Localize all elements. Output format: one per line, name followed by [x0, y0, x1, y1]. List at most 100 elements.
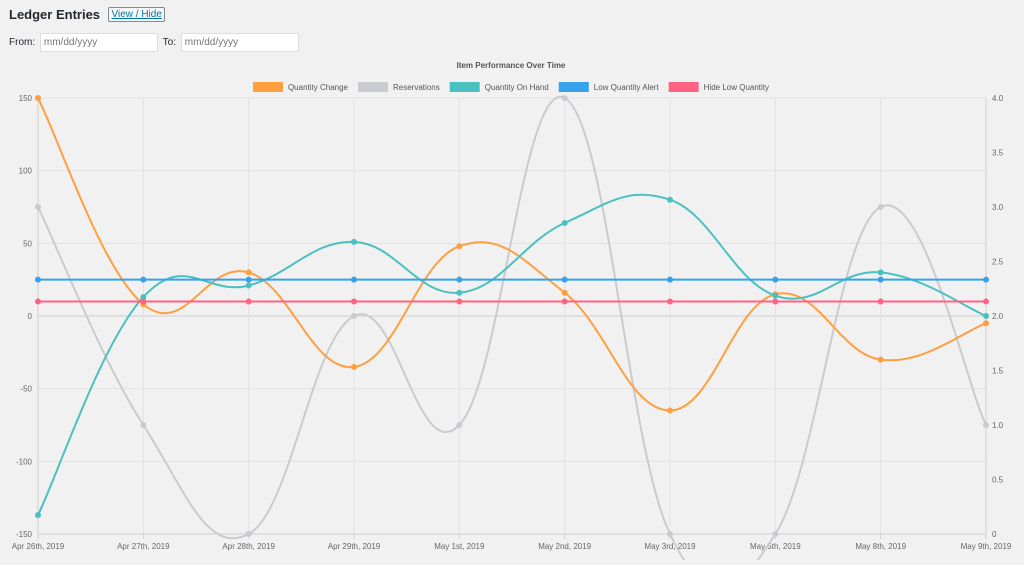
y-right-tick-label: 1.5 — [992, 367, 1004, 376]
y-right-tick-label: 1.0 — [992, 421, 1004, 430]
x-tick-label: May 9th, 2019 — [961, 542, 1012, 551]
page-title: Ledger Entries — [9, 7, 101, 23]
legend-swatch — [252, 82, 283, 92]
chart-axes: 150 100 50 0 -50 -100 -150 4.0 3.5 3.0 2.5 2.0 1.5 1.… — [12, 94, 1012, 551]
to-label: To: — [162, 37, 177, 48]
data-point-low-quantity-alert — [456, 276, 463, 283]
data-point-quantity-on-hand — [561, 219, 568, 226]
data-point-reservations — [140, 422, 147, 428]
from-date-input[interactable] — [39, 33, 158, 52]
data-point-reservations — [877, 204, 884, 210]
data-point-hide-low-quantity — [245, 298, 252, 305]
series-line-quantity-on-hand — [37, 193, 987, 516]
data-point-quantity-on-hand — [983, 313, 989, 319]
data-point-low-quantity-alert — [351, 276, 357, 283]
y-left-tick-label: 150 — [19, 94, 33, 103]
y-right-tick-label: 4.0 — [992, 94, 1004, 103]
y-left-tick-label: 0 — [28, 312, 33, 321]
x-tick-label: May 5th, 2019 — [750, 542, 801, 551]
data-point-quantity-change — [351, 363, 357, 370]
y-left-tick-label: -100 — [16, 457, 33, 466]
y-left-tick-label: -150 — [16, 530, 33, 539]
data-point-reservations — [35, 204, 41, 210]
data-point-quantity-on-hand — [456, 289, 463, 296]
data-point-quantity-change — [561, 289, 568, 296]
data-point-quantity-on-hand — [35, 512, 41, 519]
legend-label: Quantity On Hand — [485, 83, 549, 92]
item-performance-chart: Item Performance Over Time Quantity Chan… — [12, 61, 1012, 560]
x-tick-label: May 2nd, 2019 — [538, 542, 591, 551]
data-point-hide-low-quantity — [772, 298, 779, 305]
y-right-tick-label: 2.5 — [992, 258, 1004, 267]
data-point-quantity-change — [456, 243, 463, 250]
data-point-hide-low-quantity — [140, 298, 147, 305]
data-point-quantity-on-hand — [245, 282, 252, 289]
data-point-hide-low-quantity — [456, 298, 463, 305]
x-tick-label: May 1st, 2019 — [434, 542, 485, 551]
data-point-low-quantity-alert — [140, 276, 147, 283]
data-point-hide-low-quantity — [561, 298, 568, 305]
data-point-low-quantity-alert — [245, 276, 252, 283]
data-point-hide-low-quantity — [877, 298, 884, 305]
y-left-tick-label: -50 — [20, 385, 32, 394]
data-point-reservations — [983, 422, 989, 428]
x-tick-label: May 8th, 2019 — [855, 542, 906, 551]
data-point-low-quantity-alert — [35, 276, 41, 283]
x-tick-label: Apr 29th, 2019 — [328, 542, 381, 551]
x-tick-label: Apr 28th, 2019 — [222, 542, 275, 551]
y-left-tick-label: 50 — [23, 239, 32, 248]
data-point-quantity-on-hand — [667, 196, 673, 203]
data-point-quantity-change — [245, 269, 252, 276]
data-point-low-quantity-alert — [561, 276, 568, 283]
legend-label: Reservations — [393, 83, 440, 92]
series-line-reservations — [37, 96, 987, 560]
data-point-hide-low-quantity — [667, 298, 673, 305]
legend-swatch — [449, 82, 480, 92]
data-point-hide-low-quantity — [351, 298, 357, 305]
x-tick-label: May 3rd, 2019 — [644, 542, 696, 551]
data-point-quantity-change — [983, 320, 989, 327]
data-point-quantity-on-hand — [877, 269, 884, 276]
legend-item[interactable]: Quantity Change — [252, 82, 349, 92]
data-point-quantity-change — [667, 407, 673, 414]
y-right-tick-label: 3.0 — [992, 203, 1004, 212]
chart-grid — [37, 97, 987, 535]
legend-label: Low Quantity Alert — [594, 83, 660, 92]
data-point-quantity-change — [877, 356, 884, 363]
y-right-tick-label: 2.0 — [992, 312, 1004, 321]
data-point-reservations — [456, 422, 463, 428]
legend-item[interactable]: Hide Low Quantity — [668, 82, 769, 92]
chart-series — [35, 95, 989, 560]
data-point-reservations — [351, 313, 357, 319]
from-label: From: — [9, 37, 36, 48]
data-point-low-quantity-alert — [877, 276, 884, 283]
y-left-tick-label: 100 — [19, 167, 33, 176]
data-point-hide-low-quantity — [35, 298, 41, 305]
legend-swatch — [358, 82, 389, 92]
legend-label: Hide Low Quantity — [704, 83, 769, 92]
view-hide-button[interactable]: View / Hide — [108, 7, 165, 23]
y-right-tick-label: 3.5 — [992, 149, 1004, 158]
page-header: Ledger Entries View / Hide — [9, 6, 165, 24]
data-point-low-quantity-alert — [667, 276, 673, 283]
legend-label: Quantity Change — [288, 83, 349, 92]
data-point-hide-low-quantity — [983, 298, 989, 305]
y-right-tick-label: 0 — [992, 530, 997, 539]
chart-legend: Quantity Change Reservations Quantity On H… — [252, 82, 769, 92]
legend-item[interactable]: Quantity On Hand — [449, 82, 549, 92]
data-point-quantity-on-hand — [772, 292, 779, 299]
x-tick-label: Apr 26th, 2019 — [12, 542, 65, 551]
series-line-quantity-change — [37, 97, 987, 412]
data-point-quantity-change — [35, 95, 41, 101]
to-date-input[interactable] — [180, 33, 299, 52]
data-point-reservations — [245, 531, 252, 537]
x-tick-label: Apr 27th, 2019 — [117, 542, 170, 551]
data-point-low-quantity-alert — [983, 276, 989, 283]
y-right-tick-label: 0.5 — [992, 476, 1004, 485]
legend-item[interactable]: Reservations — [358, 82, 440, 92]
legend-item[interactable]: Low Quantity Alert — [558, 82, 660, 92]
chart-title: Item Performance Over Time — [457, 61, 566, 70]
date-filters: From: To: — [9, 33, 300, 52]
legend-swatch — [668, 82, 699, 92]
data-point-reservations — [561, 95, 568, 101]
